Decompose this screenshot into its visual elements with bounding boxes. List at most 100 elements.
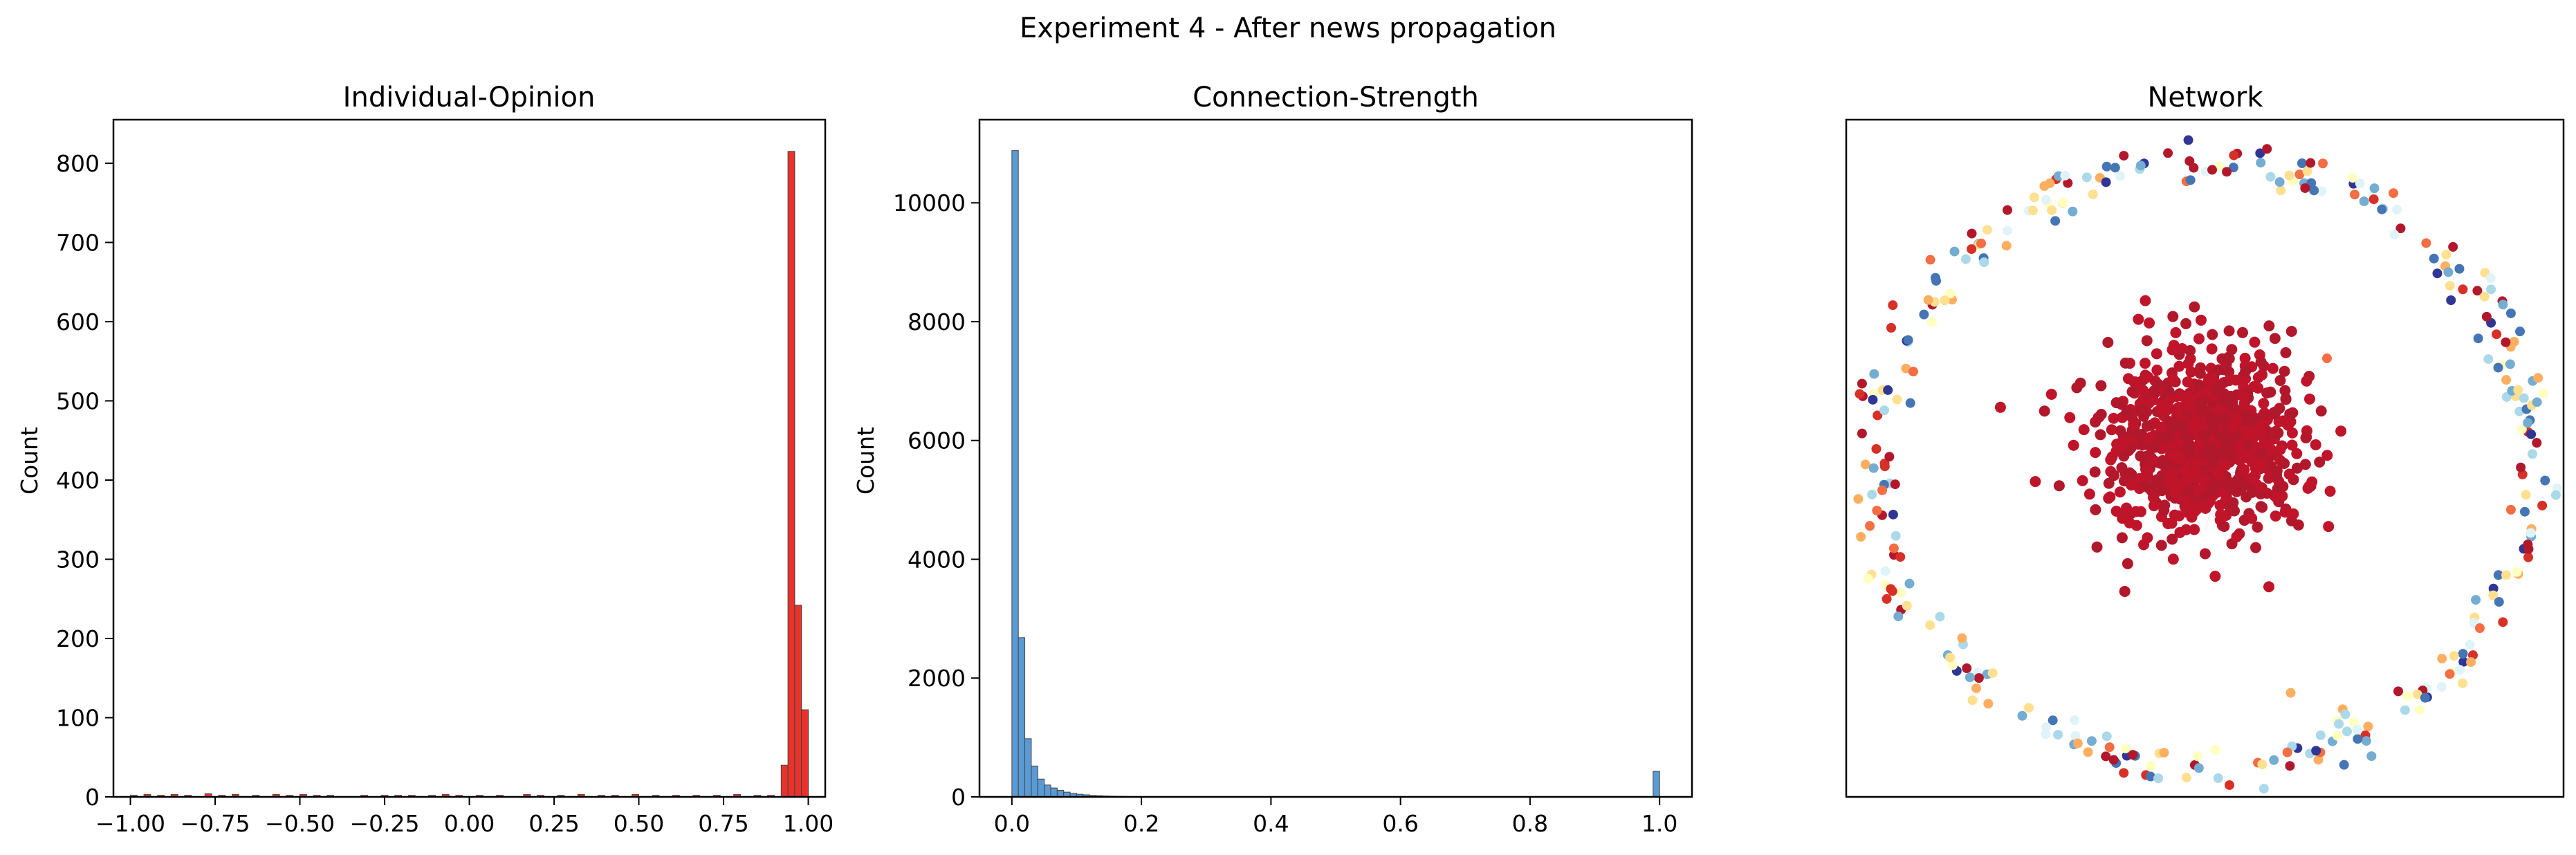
network-node — [1994, 401, 2006, 413]
network-node — [1967, 244, 1977, 255]
network-node — [2141, 420, 2153, 432]
network-node — [2182, 376, 2193, 388]
network-node — [2256, 502, 2268, 513]
network-node — [2151, 348, 2162, 360]
network-node — [2142, 371, 2154, 383]
network-node — [2167, 311, 2179, 322]
network-node — [2210, 479, 2222, 490]
y-tick-label: 0 — [85, 784, 100, 811]
network-node — [2250, 542, 2261, 553]
network-node — [1949, 246, 1960, 257]
histogram-bar — [1653, 771, 1660, 798]
network-node — [2279, 458, 2290, 470]
network-node — [2389, 188, 2399, 199]
network-node — [2172, 407, 2184, 419]
network-node — [2090, 504, 2101, 515]
axes-frame-individual-opinion — [112, 118, 827, 798]
network-node — [2223, 325, 2235, 337]
network-node — [2101, 731, 2112, 742]
histogram-bar — [794, 605, 802, 798]
network-node — [2458, 656, 2469, 667]
network-node — [2258, 398, 2270, 410]
network-node — [2436, 682, 2447, 692]
network-node — [2479, 291, 2490, 302]
network-node — [2119, 357, 2131, 369]
network-node — [2068, 206, 2078, 217]
network-node — [1868, 463, 1879, 473]
y-tick-label: 8000 — [908, 309, 966, 335]
network-node — [2194, 367, 2206, 379]
network-node — [2523, 552, 2534, 562]
network-node — [2108, 755, 2119, 765]
network-node — [2210, 744, 2220, 755]
network-node — [2540, 475, 2550, 486]
network-node — [2126, 386, 2138, 398]
network-node — [2311, 746, 2321, 756]
network-node — [2121, 502, 2133, 514]
network-node — [2236, 327, 2248, 338]
network-node — [2333, 730, 2343, 741]
network-outlier-node — [2285, 688, 2296, 698]
network-node — [2232, 414, 2243, 426]
network-ring-nodes — [1853, 135, 2562, 794]
x-tick-label: −1.00 — [95, 810, 165, 837]
network-node — [2402, 690, 2413, 701]
network-node — [2151, 365, 2163, 376]
network-node — [1945, 652, 1956, 663]
network-node — [2243, 424, 2254, 436]
network-node — [1979, 257, 1989, 268]
axes-frame-network — [1845, 118, 2565, 798]
network-node — [2202, 374, 2214, 386]
network-node — [2144, 317, 2155, 329]
network-node — [2321, 450, 2333, 461]
network-node — [2199, 548, 2211, 560]
network-node — [2274, 177, 2285, 187]
network-outlier-node — [2321, 353, 2332, 364]
network-node — [2135, 405, 2146, 417]
network-node — [2166, 533, 2178, 545]
network-node — [2154, 432, 2166, 443]
network-node — [2095, 380, 2107, 392]
network-node — [1853, 494, 1864, 504]
network-node — [2318, 158, 2328, 169]
network-node — [2446, 295, 2456, 306]
network-node — [2268, 407, 2280, 419]
network-node — [2164, 432, 2175, 443]
network-node — [2215, 431, 2227, 443]
network-node — [2229, 150, 2239, 160]
network-node — [2313, 755, 2324, 765]
network-node — [2454, 264, 2465, 274]
network-node — [2068, 439, 2079, 451]
network-node — [2101, 161, 2112, 172]
network-node — [2234, 480, 2245, 492]
network-node — [2048, 715, 2058, 726]
network-node — [1935, 612, 1945, 622]
network-node — [2392, 204, 2402, 214]
network-node — [2258, 784, 2269, 794]
network-node — [1926, 317, 1937, 327]
network-node — [2263, 581, 2275, 593]
network-node — [2271, 470, 2283, 481]
y-axis-label-individual-opinion: Count — [16, 427, 43, 495]
network-node — [2488, 583, 2499, 594]
network-node — [2170, 327, 2182, 338]
network-node — [2246, 513, 2258, 524]
network-node — [2284, 170, 2294, 181]
panel-individual-opinion: Individual-Opinion Count −1.00 −0.75 −0.50… — [16, 82, 834, 837]
network-node — [2494, 597, 2504, 607]
network-node — [2206, 343, 2218, 355]
network-node — [2137, 385, 2149, 396]
network-node — [2230, 374, 2242, 386]
network-node — [2166, 344, 2178, 356]
x-tick-label: −0.50 — [265, 810, 335, 837]
network-node — [2238, 391, 2250, 403]
network-node — [2466, 657, 2476, 668]
network-node — [2110, 163, 2120, 173]
network-node — [2135, 160, 2146, 171]
network-node — [2145, 771, 2155, 782]
network-node — [1945, 288, 1956, 299]
network-node — [2181, 773, 2191, 783]
network-node — [2538, 388, 2548, 398]
network-node — [2348, 173, 2358, 183]
network-node — [1930, 273, 1940, 283]
